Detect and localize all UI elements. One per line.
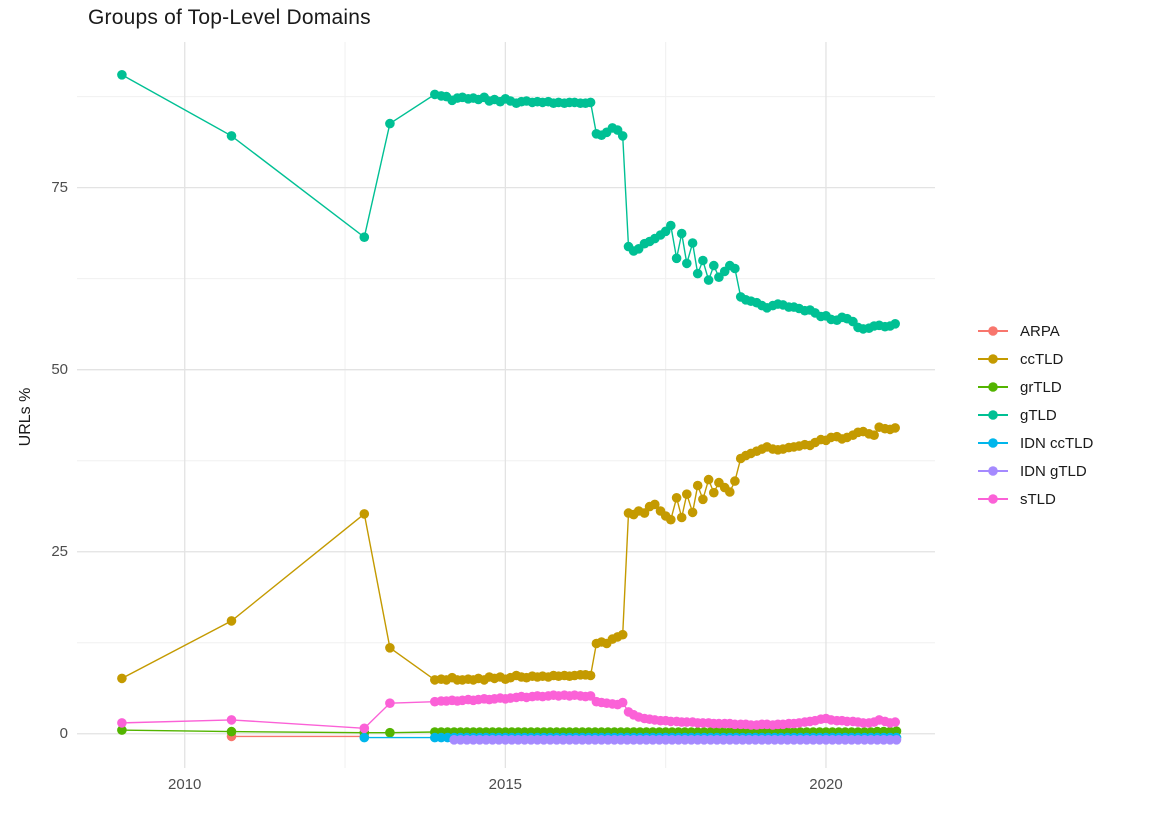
data-point-stld	[359, 723, 370, 734]
legend-item-idn-cctld: IDN ccTLD	[976, 433, 1093, 453]
data-point-cctld	[585, 670, 596, 681]
data-point-gtld	[359, 232, 370, 242]
data-point-stld	[585, 691, 596, 701]
data-point-stld	[385, 698, 395, 708]
legend-swatch-idn-gtld	[978, 466, 1008, 476]
legend-item-grtld: grTLD	[976, 377, 1093, 397]
legend-label: ccTLD	[1020, 350, 1064, 368]
legend-swatch-cctld	[978, 354, 1008, 364]
data-point-cctld	[650, 499, 660, 510]
data-point-gtld	[585, 97, 596, 108]
legend-label: ARPA	[1020, 322, 1060, 340]
legend-swatch-gtld	[978, 410, 1008, 420]
legend-label: sTLD	[1020, 490, 1056, 508]
data-point-gtld	[226, 131, 237, 141]
data-point-cctld	[226, 616, 237, 626]
legend-swatch-idn-cctld	[978, 438, 1008, 448]
data-point-cctld	[676, 512, 687, 523]
data-point-stld	[226, 715, 237, 725]
data-point-cctld	[687, 507, 698, 518]
data-point-grtld	[117, 725, 127, 735]
data-point-idn-gtld	[891, 735, 902, 745]
data-point-cctld	[692, 480, 703, 491]
legend-dot-icon	[988, 410, 998, 420]
data-point-gtld	[890, 319, 900, 329]
x-tick-label: 2010	[168, 776, 202, 793]
data-point-gtld	[671, 253, 682, 264]
data-point-cctld	[671, 493, 682, 503]
legend-item-arpa: ARPA	[976, 321, 1093, 341]
legend-label: gTLD	[1020, 406, 1057, 424]
y-tick-label: 75	[51, 178, 68, 196]
data-point-gtld	[703, 275, 714, 285]
legend-swatch-stld	[978, 494, 1008, 504]
data-point-gtld	[666, 220, 676, 231]
data-point-cctld	[666, 514, 676, 525]
data-point-cctld	[117, 673, 127, 684]
data-point-gtld	[676, 228, 687, 239]
data-point-stld	[617, 697, 628, 708]
data-point-grtld	[385, 727, 395, 738]
legend-item-idn-gtld: IDN gTLD	[976, 461, 1093, 481]
legend-item-cctld: ccTLD	[976, 349, 1093, 369]
legend-swatch-arpa	[978, 326, 1008, 336]
legend-label: grTLD	[1020, 378, 1062, 396]
legend-label: IDN ccTLD	[1020, 434, 1094, 452]
legend-item-gtld: gTLD	[976, 405, 1093, 425]
legend-label: IDN gTLD	[1020, 462, 1087, 480]
data-point-gtld	[117, 70, 127, 80]
data-point-idn-cctld	[359, 732, 370, 743]
data-point-cctld	[698, 494, 708, 505]
data-point-cctld	[703, 474, 714, 485]
data-point-cctld	[869, 430, 879, 441]
data-point-cctld	[385, 643, 395, 653]
data-point-gtld	[682, 258, 692, 269]
legend-dot-icon	[988, 382, 998, 392]
legend: ARPA ccTLD grTLD gTLD IDN ccTLD IDN gTLD sTLD	[976, 321, 1093, 509]
data-point-gtld	[692, 268, 703, 279]
legend-dot-icon	[988, 466, 998, 476]
legend-item-stld: sTLD	[976, 489, 1093, 509]
x-tick-label: 2015	[488, 776, 523, 793]
x-tick-label: 2020	[809, 776, 843, 793]
data-point-cctld	[682, 489, 692, 500]
legend-dot-icon	[988, 354, 998, 364]
data-point-cctld	[709, 487, 719, 498]
data-point-cctld	[725, 487, 735, 497]
legend-dot-icon	[988, 494, 998, 504]
data-point-stld	[117, 718, 127, 728]
chart-title: Groups of Top-Level Domains	[88, 6, 371, 29]
data-point-gtld	[714, 272, 724, 283]
data-point-gtld	[385, 118, 395, 129]
data-point-cctld	[359, 509, 370, 519]
data-point-cctld	[890, 423, 900, 433]
legend-dot-icon	[988, 438, 998, 448]
data-point-cctld	[639, 508, 650, 518]
data-point-gtld	[617, 131, 628, 141]
data-point-stld	[890, 717, 900, 727]
data-point-gtld	[698, 255, 708, 266]
legend-dot-icon	[988, 326, 998, 336]
y-tick-label: 50	[51, 360, 68, 378]
data-point-gtld	[709, 260, 719, 271]
y-tick-label: 25	[51, 542, 68, 560]
data-point-cctld	[617, 629, 628, 640]
data-point-grtld	[226, 726, 237, 737]
y-tick-label: 0	[59, 724, 68, 742]
data-point-gtld	[687, 238, 698, 248]
data-point-cctld	[730, 476, 740, 486]
data-point-gtld	[730, 263, 740, 274]
legend-swatch-grtld	[978, 382, 1008, 392]
